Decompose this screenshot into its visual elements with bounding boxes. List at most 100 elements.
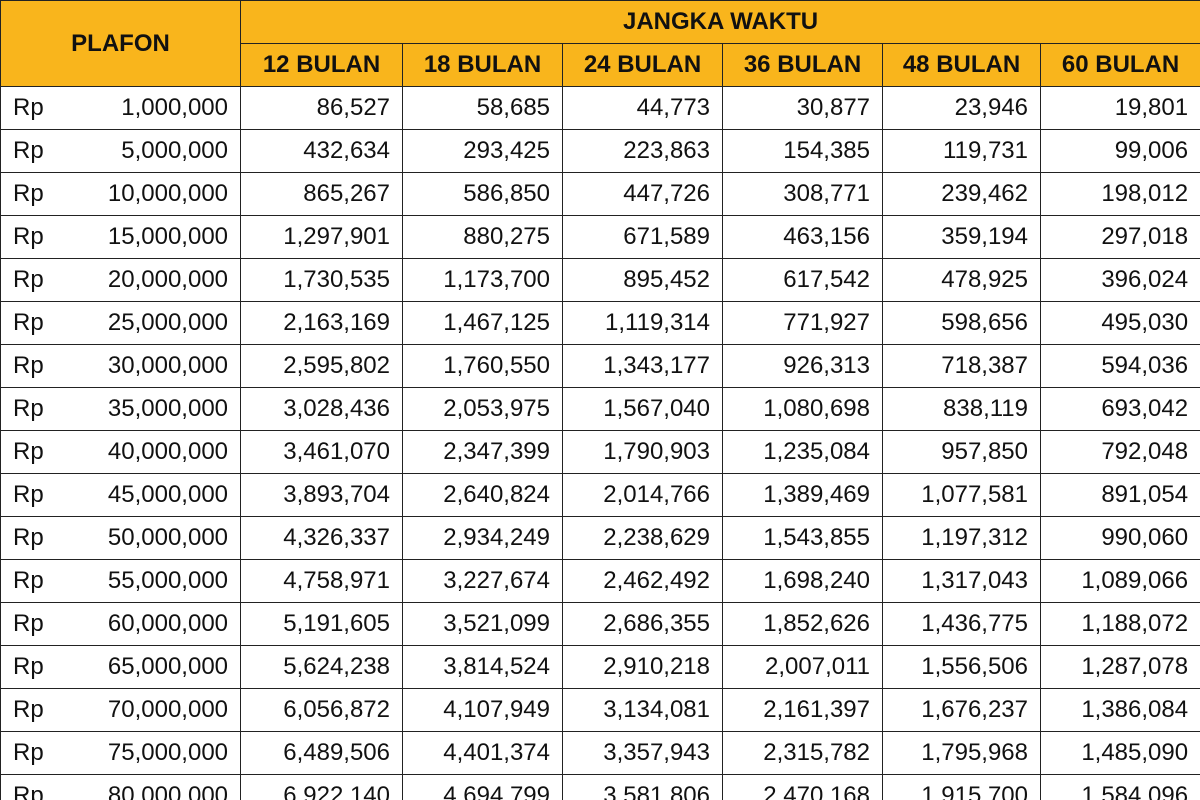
installment: 1,730,535: [240, 258, 404, 302]
installment: 671,589: [562, 215, 724, 259]
installment: 1,852,626: [722, 602, 884, 646]
plafon-amount: 80,000,000: [80, 774, 242, 800]
installment: 3,134,081: [562, 688, 724, 732]
currency: Rp: [0, 129, 81, 173]
group-header: JANGKA WAKTU: [240, 0, 1200, 44]
table-row: Rp 1,000,000 86,527 58,685 44,773 30,877 23,94…: [0, 86, 1200, 130]
installment: 478,925: [882, 258, 1042, 302]
installment: 926,313: [722, 344, 884, 388]
installment: 1,436,775: [882, 602, 1042, 646]
installment: 44,773: [562, 86, 724, 130]
installment: 1,343,177: [562, 344, 724, 388]
installment: 6,056,872: [240, 688, 404, 732]
installment: 2,934,249: [402, 516, 564, 560]
installment: 23,946: [882, 86, 1042, 130]
installment: 2,238,629: [562, 516, 724, 560]
installment: 2,640,824: [402, 473, 564, 517]
installment: 2,315,782: [722, 731, 884, 775]
plafon-amount: 70,000,000: [80, 688, 242, 732]
installment: 4,326,337: [240, 516, 404, 560]
installment: 2,470,168: [722, 774, 884, 800]
currency: Rp: [0, 774, 81, 800]
installment: 1,197,312: [882, 516, 1042, 560]
installment: 865,267: [240, 172, 404, 216]
installment: 154,385: [722, 129, 884, 173]
table-row: Rp 65,000,000 5,624,238 3,814,524 2,910,218 2…: [0, 645, 1200, 689]
installment: 1,089,066: [1040, 559, 1200, 603]
plafon-amount: 45,000,000: [80, 473, 242, 517]
plafon-amount: 55,000,000: [80, 559, 242, 603]
installment: 1,077,581: [882, 473, 1042, 517]
installment: 2,007,011: [722, 645, 884, 689]
installment: 5,191,605: [240, 602, 404, 646]
installment: 1,317,043: [882, 559, 1042, 603]
currency: Rp: [0, 473, 81, 517]
column-header: 12 BULAN: [240, 43, 404, 87]
installment: 617,542: [722, 258, 884, 302]
table-row: Rp 60,000,000 5,191,605 3,521,099 2,686,355 1…: [0, 602, 1200, 646]
plafon-header: PLAFON: [0, 0, 242, 87]
installment: 223,863: [562, 129, 724, 173]
installment: 495,030: [1040, 301, 1200, 345]
table-row: Rp 50,000,000 4,326,337 2,934,249 2,238,629 1…: [0, 516, 1200, 560]
currency: Rp: [0, 731, 81, 775]
table-row: Rp 10,000,000 865,267 586,850 447,726 308,771…: [0, 172, 1200, 216]
table-row: Rp 70,000,000 6,056,872 4,107,949 3,134,081 2…: [0, 688, 1200, 732]
installment: 1,790,903: [562, 430, 724, 474]
currency: Rp: [0, 602, 81, 646]
plafon-amount: 60,000,000: [80, 602, 242, 646]
installment: 1,795,968: [882, 731, 1042, 775]
column-header: 48 BULAN: [882, 43, 1042, 87]
plafon-amount: 15,000,000: [80, 215, 242, 259]
installment: 1,297,901: [240, 215, 404, 259]
installment: 396,024: [1040, 258, 1200, 302]
table-row: Rp 80,000,000 6,922,140 4,694,799 3,581,806 2…: [0, 774, 1200, 800]
plafon-amount: 1,000,000: [80, 86, 242, 130]
installment: 86,527: [240, 86, 404, 130]
currency: Rp: [0, 387, 81, 431]
installment: 2,014,766: [562, 473, 724, 517]
installment: 594,036: [1040, 344, 1200, 388]
plafon-amount: 25,000,000: [80, 301, 242, 345]
installment: 1,287,078: [1040, 645, 1200, 689]
table-row: Rp 40,000,000 3,461,070 2,347,399 1,790,903 1…: [0, 430, 1200, 474]
installment: 2,347,399: [402, 430, 564, 474]
currency: Rp: [0, 86, 81, 130]
installment: 6,489,506: [240, 731, 404, 775]
installment: 1,698,240: [722, 559, 884, 603]
installment: 198,012: [1040, 172, 1200, 216]
currency: Rp: [0, 516, 81, 560]
installment: 3,461,070: [240, 430, 404, 474]
installment: 2,161,397: [722, 688, 884, 732]
installment: 293,425: [402, 129, 564, 173]
table-row: Rp 45,000,000 3,893,704 2,640,824 2,014,766 1…: [0, 473, 1200, 517]
installment: 586,850: [402, 172, 564, 216]
installment: 19,801: [1040, 86, 1200, 130]
column-header: 36 BULAN: [722, 43, 884, 87]
installment: 1,676,237: [882, 688, 1042, 732]
table-row: Rp 5,000,000 432,634 293,425 223,863 154,385 1…: [0, 129, 1200, 173]
installment: 2,462,492: [562, 559, 724, 603]
installment: 1,467,125: [402, 301, 564, 345]
currency: Rp: [0, 172, 81, 216]
installment: 2,053,975: [402, 387, 564, 431]
plafon-amount: 40,000,000: [80, 430, 242, 474]
installment: 99,006: [1040, 129, 1200, 173]
installment: 30,877: [722, 86, 884, 130]
installment: 4,694,799: [402, 774, 564, 800]
installment: 4,401,374: [402, 731, 564, 775]
installment: 1,567,040: [562, 387, 724, 431]
installment: 990,060: [1040, 516, 1200, 560]
installment: 1,386,084: [1040, 688, 1200, 732]
installment: 463,156: [722, 215, 884, 259]
installment: 1,188,072: [1040, 602, 1200, 646]
installment: 119,731: [882, 129, 1042, 173]
installment: 3,893,704: [240, 473, 404, 517]
currency: Rp: [0, 645, 81, 689]
installment: 359,194: [882, 215, 1042, 259]
installment: 1,485,090: [1040, 731, 1200, 775]
table-row: Rp 30,000,000 2,595,802 1,760,550 1,343,177 9…: [0, 344, 1200, 388]
installment: 957,850: [882, 430, 1042, 474]
installment: 891,054: [1040, 473, 1200, 517]
